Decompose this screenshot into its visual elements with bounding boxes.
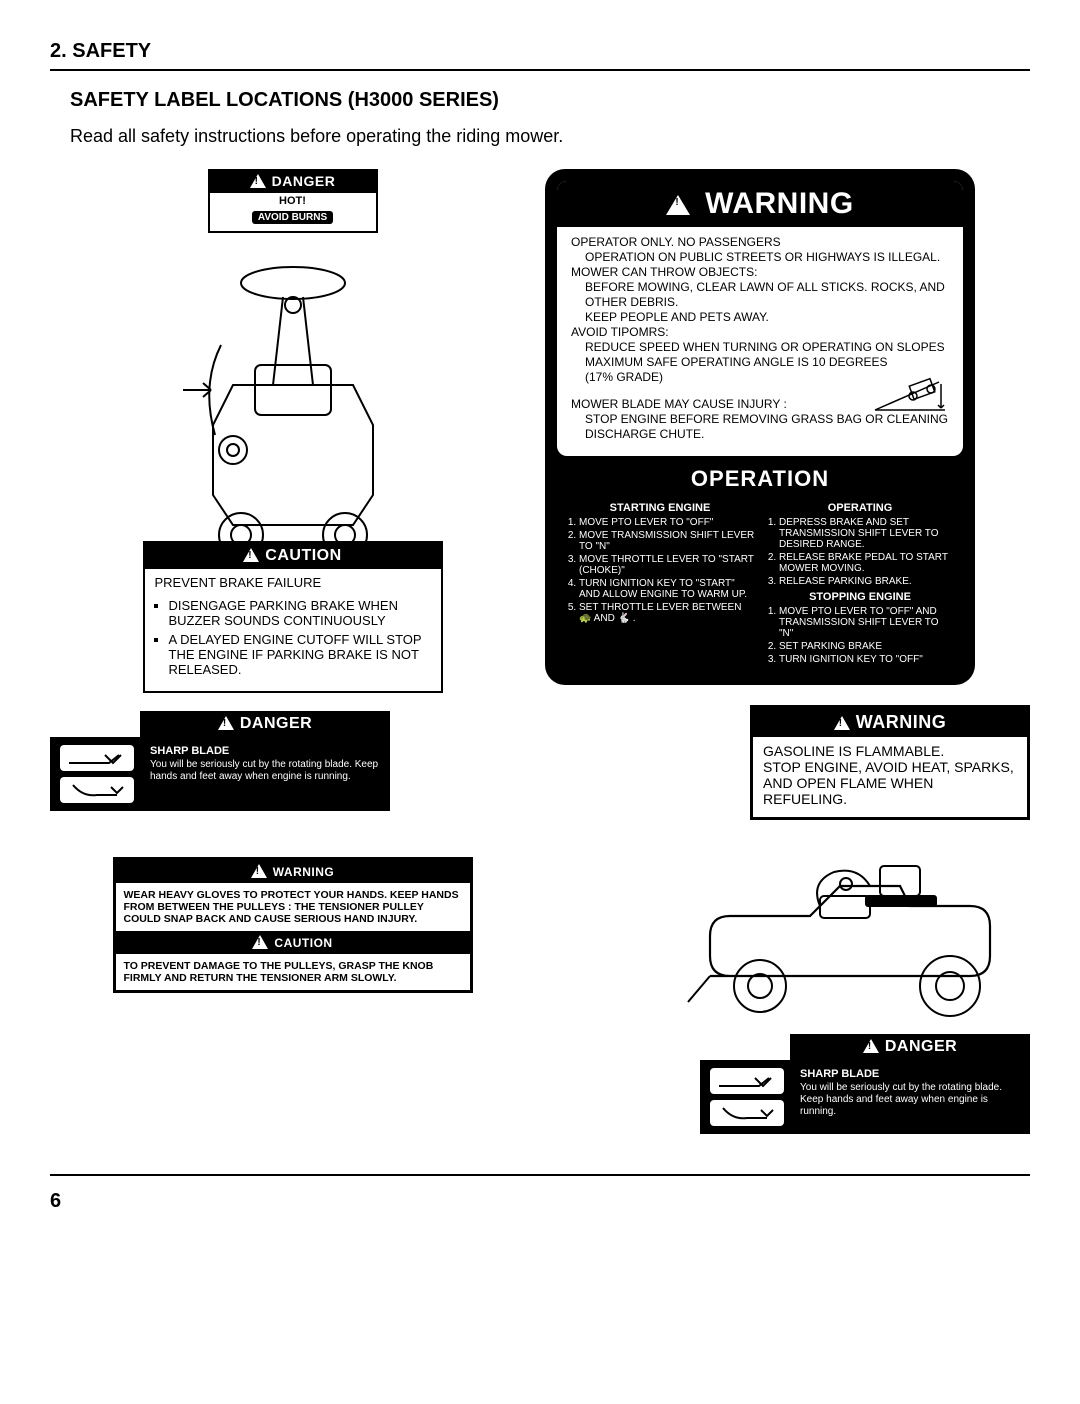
page-number: 6 (50, 1190, 1030, 1213)
hand-cut-icon (710, 1068, 784, 1094)
warning-triangle-icon (250, 174, 266, 188)
danger-sharp-header-text: DANGER (240, 715, 312, 732)
chapter-heading: 2. SAFETY (50, 40, 1030, 63)
warning-line: MOWER CAN THROW OBJECTS: (571, 265, 949, 280)
stopping-engine-list: MOVE PTO LEVER TO "OFF" AND TRANSMISSION… (765, 606, 955, 665)
list-item: MOVE THROTTLE LEVER TO "START (CHOKE)" (579, 554, 755, 576)
main-warning-operation-label: WARNING OPERATOR ONLY. NO PASSENGERS OPE… (545, 169, 975, 685)
caution-brake-header-text: CAUTION (265, 547, 341, 564)
warning-triangle-icon (218, 716, 234, 730)
danger-sharp-blade-left: DANGER SHARP BLADE You will be seriously… (50, 711, 535, 811)
gloves-caution-header: CAUTION (116, 931, 470, 954)
main-warning-header: WARNING (557, 181, 963, 227)
list-item: A DELAYED ENGINE CUTOFF WILL STOP THE EN… (169, 632, 431, 677)
danger-hot-header: DANGER (208, 169, 378, 193)
operation-run-stop-col: OPERATING DEPRESS BRAKE AND SET TRANSMIS… (765, 502, 955, 667)
danger-hot-body: HOT! AVOID BURNS (208, 193, 378, 233)
list-item: MOVE TRANSMISSION SHIFT LEVER TO "N" (579, 530, 755, 552)
warning-line: REDUCE SPEED WHEN TURNING OR OPERATING O… (571, 340, 949, 355)
list-item: DEPRESS BRAKE AND SET TRANSMISSION SHIFT… (779, 517, 955, 550)
sharp-blade-pictograms (702, 1062, 792, 1132)
stopping-engine-header: STOPPING ENGINE (765, 591, 955, 603)
warning-line: KEEP PEOPLE AND PETS AWAY. (571, 310, 949, 325)
gasoline-line: GASOLINE IS FLAMMABLE. (763, 743, 1017, 759)
danger-sharp-header-text: DANGER (885, 1038, 957, 1055)
warning-line: OPERATION ON PUBLIC STREETS OR HIGHWAYS … (571, 250, 949, 265)
danger-sharp-blade-right: DANGER SHARP BLADE You will be seriously… (545, 1034, 1030, 1134)
main-warning-content: OPERATOR ONLY. NO PASSENGERS OPERATION O… (557, 227, 963, 452)
starting-engine-list: MOVE PTO LEVER TO "OFF" MOVE TRANSMISSIO… (565, 517, 755, 624)
operating-header: OPERATING (765, 502, 955, 514)
rule-top (50, 69, 1030, 71)
right-column: WARNING OPERATOR ONLY. NO PASSENGERS OPE… (545, 169, 1030, 1134)
gasoline-warning-header-text: WARNING (856, 712, 947, 732)
warning-line: MAXIMUM SAFE OPERATING ANGLE IS 10 DEGRE… (571, 355, 949, 370)
main-warning-header-text: WARNING (705, 187, 854, 220)
warning-triangle-icon (243, 548, 259, 562)
gloves-caution-body: TO PREVENT DAMAGE TO THE PULLEYS, GRASP … (116, 954, 470, 990)
sharp-blade-body: You will be seriously cut by the rotatin… (800, 1082, 1020, 1118)
operation-start-col: STARTING ENGINE MOVE PTO LEVER TO "OFF" … (565, 502, 755, 667)
starting-engine-header: STARTING ENGINE (565, 502, 755, 514)
operation-columns: STARTING ENGINE MOVE PTO LEVER TO "OFF" … (557, 496, 963, 671)
list-item: TURN IGNITION KEY TO "OFF" (779, 654, 955, 665)
danger-hot-header-text: DANGER (272, 173, 336, 189)
warning-triangle-icon (252, 935, 268, 949)
list-item: MOVE PTO LEVER TO "OFF" (579, 517, 755, 528)
section-title: SAFETY LABEL LOCATIONS (H3000 SERIES) (70, 89, 1030, 112)
foot-cut-icon (710, 1100, 784, 1126)
warning-triangle-icon (834, 716, 850, 730)
gloves-warning-header-text: WARNING (273, 865, 335, 879)
warning-line: BEFORE MOWING, CLEAR LAWN OF ALL STICKS.… (571, 280, 949, 310)
gasoline-warning-body: GASOLINE IS FLAMMABLE. STOP ENGINE, AVOI… (753, 737, 1027, 817)
warning-line: AVOID TIPOMRS: (571, 325, 949, 340)
mower-side-illustration (670, 836, 1030, 1026)
warning-line: OPERATOR ONLY. NO PASSENGERS (571, 235, 949, 250)
avoid-burns-text: AVOID BURNS (252, 211, 333, 224)
list-item: MOVE PTO LEVER TO "OFF" AND TRANSMISSION… (779, 606, 955, 639)
gasoline-warning-label: WARNING GASOLINE IS FLAMMABLE. STOP ENGI… (750, 705, 1030, 820)
danger-sharp-header: DANGER (790, 1034, 1030, 1060)
warning-line: STOP ENGINE BEFORE REMOVING GRASS BAG OR… (571, 412, 949, 442)
gloves-caution-header-text: CAUTION (274, 936, 332, 950)
danger-hot-label: DANGER HOT! AVOID BURNS (208, 169, 378, 233)
sharp-blade-title: SHARP BLADE (800, 1068, 1020, 1080)
rule-bottom (50, 1174, 1030, 1176)
gloves-warning-caution-label: WARNING WEAR HEAVY GLOVES TO PROTECT YOU… (113, 857, 473, 993)
caution-brake-list: DISENGAGE PARKING BRAKE WHEN BUZZER SOUN… (145, 590, 441, 691)
left-column: DANGER HOT! AVOID BURNS (50, 169, 535, 1134)
list-item: RELEASE PARKING BRAKE. (779, 576, 955, 587)
list-item: DISENGAGE PARKING BRAKE WHEN BUZZER SOUN… (169, 598, 431, 628)
gloves-warning-header: WARNING (116, 860, 470, 883)
slope-angle-icon (871, 372, 949, 416)
list-item: SET THROTTLE LEVER BETWEEN 🐢 AND 🐇 . (579, 602, 755, 624)
sharp-blade-pictograms (52, 739, 142, 809)
warning-triangle-icon (251, 864, 267, 878)
section-intro: Read all safety instructions before oper… (70, 126, 1030, 147)
list-item: RELEASE BRAKE PEDAL TO START MOWER MOVIN… (779, 552, 955, 574)
hand-cut-icon (60, 745, 134, 771)
sharp-blade-text: SHARP BLADE You will be seriously cut by… (142, 739, 388, 809)
sharp-blade-text: SHARP BLADE You will be seriously cut by… (792, 1062, 1028, 1132)
sharp-blade-body: You will be seriously cut by the rotatin… (150, 759, 380, 783)
gloves-warning-body: WEAR HEAVY GLOVES TO PROTECT YOUR HANDS.… (116, 883, 470, 931)
warning-triangle-icon (863, 1039, 879, 1053)
two-column-layout: DANGER HOT! AVOID BURNS (50, 169, 1030, 1134)
foot-cut-icon (60, 777, 134, 803)
gasoline-line: STOP ENGINE, AVOID HEAT, SPARKS, AND OPE… (763, 759, 1017, 807)
hot-text: HOT! (216, 195, 370, 207)
sharp-blade-title: SHARP BLADE (150, 745, 380, 757)
operating-list: DEPRESS BRAKE AND SET TRANSMISSION SHIFT… (765, 517, 955, 587)
warning-triangle-icon (666, 195, 690, 215)
list-item: SET PARKING BRAKE (779, 641, 955, 652)
operation-header: OPERATION (557, 462, 963, 496)
gasoline-warning-header: WARNING (753, 708, 1027, 737)
caution-brake-lead: PREVENT BRAKE FAILURE (145, 569, 441, 590)
list-item: TURN IGNITION KEY TO "START" AND ALLOW E… (579, 578, 755, 600)
mower-front-illustration (163, 235, 423, 565)
danger-sharp-header: DANGER (140, 711, 390, 737)
